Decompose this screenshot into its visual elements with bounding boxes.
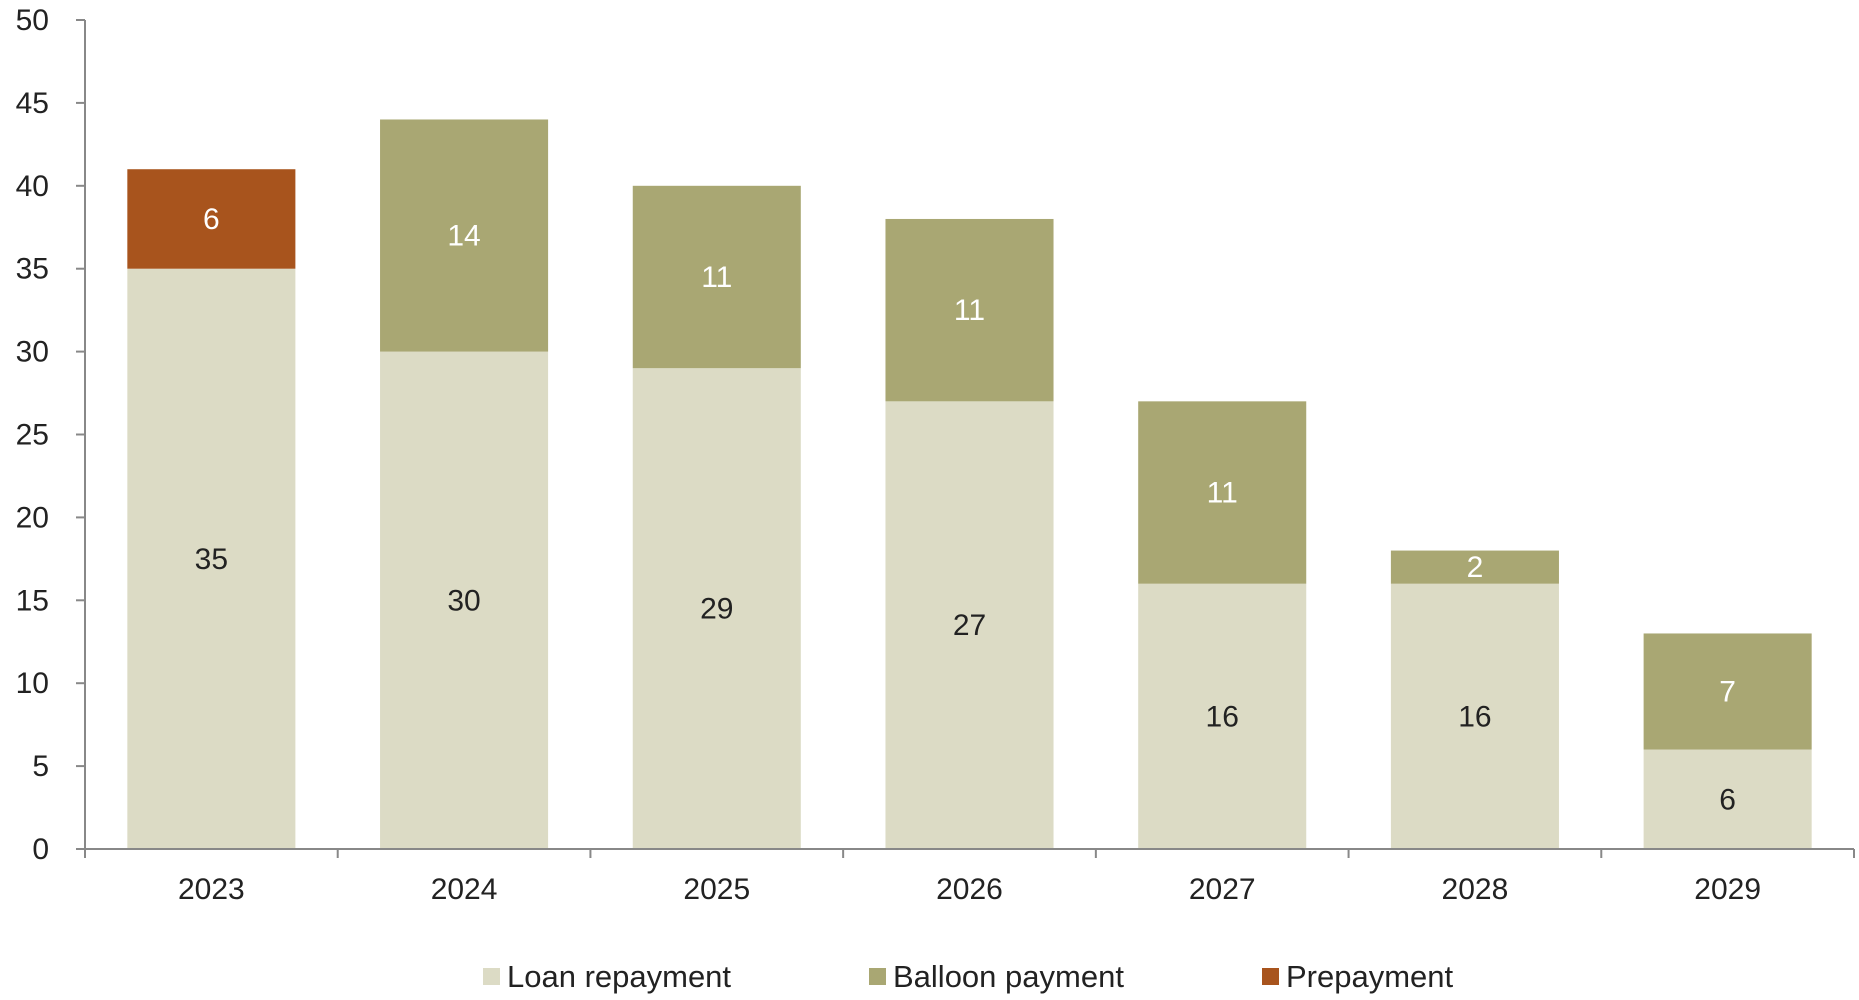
x-tick-label-2027: 2027 [1189,873,1256,906]
data-label-loan-repayment-2023: 35 [195,543,228,576]
y-tick-label-15: 15 [16,584,49,617]
data-label-loan-repayment-2028: 16 [1458,700,1491,733]
bar-prepayment-2023 [127,169,296,269]
bar-loan-repayment-2024 [380,351,549,849]
y-tick-label-5: 5 [32,750,49,783]
legend-label-balloon-payment: Balloon payment [893,959,1124,994]
data-label-loan-repayment-2026: 27 [953,609,986,642]
bar-loan-repayment-2027 [1138,583,1307,849]
data-label-balloon-payment-2026: 11 [954,294,985,327]
bar-balloon-payment-2027 [1138,401,1307,584]
data-label-balloon-payment-2028: 2 [1467,551,1484,584]
data-label-prepayment-2023: 6 [203,203,220,236]
data-label-balloon-payment-2027: 11 [1207,477,1238,510]
bar-balloon-payment-2025 [632,185,801,369]
x-tick-label-2026: 2026 [936,873,1003,906]
y-tick-label-20: 20 [16,501,49,534]
y-tick-label-25: 25 [16,419,49,452]
bar-balloon-payment-2029 [1643,633,1812,750]
bar-loan-repayment-2025 [632,368,801,849]
legend-swatch-balloon-payment [869,968,886,985]
legend-swatch-loan-repayment [483,968,500,985]
legend-label-prepayment: Prepayment [1286,959,1454,994]
y-tick-label-0: 0 [32,833,49,866]
y-tick-label-35: 35 [16,253,49,286]
bar-balloon-payment-2024 [380,119,549,352]
bar-balloon-payment-2028 [1390,550,1559,584]
legend-swatch-prepayment [1262,968,1279,985]
data-label-balloon-payment-2025: 11 [701,261,732,294]
y-tick-label-30: 30 [16,336,49,369]
bars-layer: 35 6 30 14 29 11 27 11 16 11 16 2 6 7 [127,119,1812,849]
y-tick-label-50: 50 [16,4,49,37]
data-label-balloon-payment-2029: 7 [1719,675,1736,708]
legend-label-loan-repayment: Loan repayment [507,959,731,994]
y-tick-label-45: 45 [16,87,49,120]
x-tick-label-2029: 2029 [1694,873,1761,906]
bar-loan-repayment-2023 [127,268,296,849]
bar-loan-repayment-2029 [1643,749,1812,849]
bar-loan-repayment-2028 [1390,583,1559,849]
x-tick-label-2023: 2023 [178,873,245,906]
y-tick-label-40: 40 [16,170,49,203]
y-tick-label-10: 10 [16,667,49,700]
data-label-balloon-payment-2024: 14 [447,220,480,253]
bar-balloon-payment-2026 [885,218,1054,402]
data-label-loan-repayment-2027: 16 [1206,700,1239,733]
x-tick-label-2025: 2025 [683,873,750,906]
data-label-loan-repayment-2024: 30 [447,584,480,617]
data-label-loan-repayment-2025: 29 [700,593,733,626]
x-tick-label-2028: 2028 [1442,873,1509,906]
bar-loan-repayment-2026 [885,401,1054,849]
legend: Loan repayment Balloon payment Prepayment [483,959,1454,994]
x-tick-label-2024: 2024 [431,873,498,906]
data-label-loan-repayment-2029: 6 [1719,783,1736,816]
